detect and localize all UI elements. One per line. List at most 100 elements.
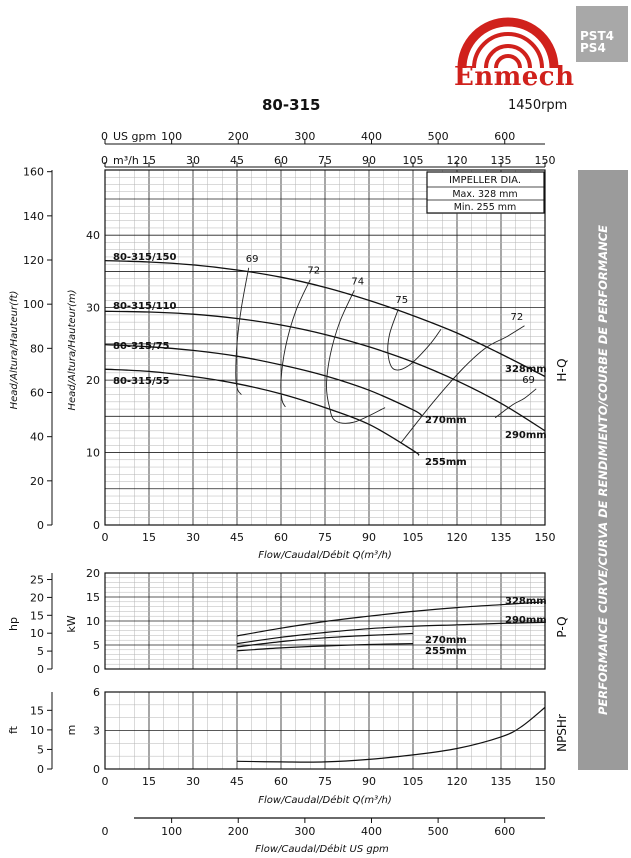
hq-curve-diameter: 270mm xyxy=(425,415,467,426)
top-m3h-tick-label: 60 xyxy=(274,154,288,167)
hq-ft-tick-label: 0 xyxy=(37,519,44,532)
hq-ft-tick-label: 120 xyxy=(23,254,44,267)
efficiency-label: 69 xyxy=(246,254,259,265)
pq-hp-tick-label: 5 xyxy=(37,645,44,658)
top-usgpm-zero: 0 xyxy=(101,130,108,143)
hq-curve xyxy=(104,259,546,378)
hq-curve-name: 80-315/75 xyxy=(113,341,170,352)
hq-x-tick-label: 30 xyxy=(186,531,200,544)
hq-ft-tick-label: 40 xyxy=(30,431,44,444)
npsh-x-tick-label: 150 xyxy=(535,775,556,788)
hq-curve-name: 80-315/55 xyxy=(113,376,170,387)
hq-ft-tick-label: 100 xyxy=(23,298,44,311)
bottom-usgpm-tick-label: 200 xyxy=(228,825,249,838)
efficiency-curve xyxy=(280,279,311,408)
hq-curve-name: 80-315/150 xyxy=(113,252,177,263)
bottom-usgpm-tick-label: 500 xyxy=(428,825,449,838)
npsh-x-tick-label: 15 xyxy=(142,775,156,788)
pump-model: 80-315 xyxy=(262,96,321,114)
npsh-x-tick-label: 135 xyxy=(491,775,512,788)
pq-kw-tick-label: 0 xyxy=(93,663,100,676)
pq-hp-axis-title: hp xyxy=(7,617,20,631)
hq-panel-label: H-Q xyxy=(555,358,569,381)
top-m3h-tick-label: 120 xyxy=(447,154,468,167)
npsh-curve xyxy=(236,706,546,763)
pq-curve-label: 328mm xyxy=(505,596,547,607)
top-usgpm-tick-label: 400 xyxy=(361,130,382,143)
pq-curve xyxy=(236,621,546,645)
hq-x-tick-label: 0 xyxy=(102,531,109,544)
pq-curve xyxy=(236,643,414,652)
hq-x-tick-label: 150 xyxy=(535,531,556,544)
bottom-usgpm-tick-label: 300 xyxy=(294,825,315,838)
hq-x-tick-label: 135 xyxy=(491,531,512,544)
npsh-m-tick-label: 3 xyxy=(93,725,100,738)
npsh-x-tick-label: 60 xyxy=(274,775,288,788)
series-code-1: PST4 xyxy=(580,29,614,43)
top-m3h-tick-label: 30 xyxy=(186,154,200,167)
hq-ft-tick-label: 20 xyxy=(30,475,44,488)
bottom-usgpm-tick-label: 400 xyxy=(361,825,382,838)
efficiency-label: 75 xyxy=(395,295,408,306)
top-m3h-tick-label: 45 xyxy=(230,154,244,167)
top-m3h-tick-label: 150 xyxy=(535,154,556,167)
pq-panel-label: P-Q xyxy=(555,616,569,637)
npsh-x-tick-label: 90 xyxy=(362,775,376,788)
hq-m-tick-label: 20 xyxy=(86,374,100,387)
plot-frame xyxy=(104,691,546,770)
npsh-ft-tick-label: 10 xyxy=(30,724,44,737)
top-usgpm-tick-label: 200 xyxy=(228,130,249,143)
hq-x-tick-label: 120 xyxy=(447,531,468,544)
pq-kw-tick-label: 5 xyxy=(93,639,100,652)
npsh-ft-axis-title: ft xyxy=(7,725,20,734)
hq-x-axis-title: Flow/Caudal/Débit Q(m³/h) xyxy=(258,549,391,561)
npsh-m-axis-title: m xyxy=(65,725,78,736)
top-m3h-zero: 0 xyxy=(101,154,108,167)
npsh-ft-tick-label: 15 xyxy=(30,704,44,717)
top-usgpm-tick-label: 600 xyxy=(494,130,515,143)
pq-curve xyxy=(236,632,414,648)
hq-ft-tick-label: 160 xyxy=(23,166,44,179)
side-band xyxy=(578,170,628,770)
npsh-ft-tick-label: 5 xyxy=(37,743,44,756)
top-m3h-tick-label: 135 xyxy=(491,154,512,167)
top-usgpm-tick-label: 100 xyxy=(161,130,182,143)
brand-name: Enmech xyxy=(454,62,575,92)
top-m3h-tick-label: 15 xyxy=(142,154,156,167)
hq-ft-tick-label: 140 xyxy=(23,210,44,223)
top-m3h-unit: m³/h xyxy=(113,154,139,167)
series-code-2: PS4 xyxy=(580,41,606,55)
hq-m-axis-title: Head/Altura/Hauteur(m) xyxy=(67,289,78,410)
efficiency-curve xyxy=(494,388,537,419)
bottom-usgpm-tick-label: 600 xyxy=(494,825,515,838)
series-code-box xyxy=(576,6,628,62)
top-m3h-tick-label: 75 xyxy=(318,154,332,167)
pq-curve-label: 290mm xyxy=(505,615,547,626)
hq-curve-diameter: 328mm xyxy=(505,364,547,375)
hq-x-tick-label: 75 xyxy=(318,531,332,544)
npsh-x-tick-label: 30 xyxy=(186,775,200,788)
impeller-box-max: Max. 328 mm xyxy=(452,189,517,200)
hq-x-tick-label: 60 xyxy=(274,531,288,544)
hq-curve xyxy=(104,310,546,432)
npsh-x-tick-label: 120 xyxy=(447,775,468,788)
pq-hp-tick-label: 10 xyxy=(30,627,44,640)
hq-m-tick-label: 10 xyxy=(86,447,100,460)
efficiency-curve xyxy=(387,308,442,371)
hq-x-tick-label: 45 xyxy=(230,531,244,544)
pq-kw-axis-title: kW xyxy=(65,615,78,632)
pq-hp-tick-label: 15 xyxy=(30,609,44,622)
npsh-x-tick-label: 0 xyxy=(102,775,109,788)
hq-curve xyxy=(104,343,423,417)
pq-curve-label: 255mm xyxy=(425,646,467,657)
npsh-ft-tick-label: 0 xyxy=(37,763,44,776)
npsh-m-tick-label: 6 xyxy=(93,686,100,699)
top-usgpm-unit: US gpm xyxy=(113,130,156,143)
plot-frame xyxy=(104,572,546,670)
npsh-panel-label: NPSHr xyxy=(555,714,569,752)
hq-x-tick-label: 105 xyxy=(403,531,424,544)
efficiency-curve xyxy=(326,290,386,424)
hq-x-tick-label: 90 xyxy=(362,531,376,544)
top-usgpm-tick-label: 300 xyxy=(294,130,315,143)
